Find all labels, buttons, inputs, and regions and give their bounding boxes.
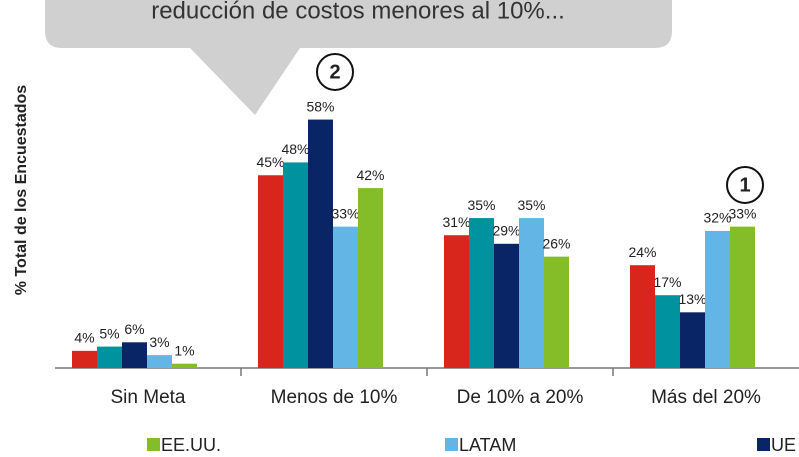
value-label: 32% [703,210,731,226]
value-label: 5% [99,325,119,341]
bar [469,218,494,368]
value-label: 1% [174,342,194,358]
bar [97,346,122,368]
bar [680,312,705,368]
callout-number: 1 [739,174,750,196]
x-tick-label: De 10% a 20% [457,387,584,408]
value-label: 35% [467,197,495,213]
value-label: 29% [492,222,520,238]
speech-bubble [45,0,672,115]
legend-swatch [445,438,458,451]
value-label: 45% [256,154,284,170]
bar [72,350,97,368]
bar [544,256,569,368]
value-label: 3% [149,334,169,350]
value-label: 24% [628,244,656,260]
callout-number: 2 [329,61,340,83]
value-label: 6% [124,321,144,337]
bubble-text: reducción de costos menores al 10%... [151,0,565,24]
bar [730,226,755,368]
bar [122,342,147,368]
value-label: 42% [356,167,384,183]
bar [333,226,358,368]
legend-label: LATAM [459,435,516,455]
bar [494,243,519,368]
bar [147,355,172,368]
value-label: 33% [331,205,359,221]
legend-swatch [147,438,160,451]
legend-label: UE [771,435,796,455]
value-label: 31% [442,214,470,230]
x-tick-label: Sin Meta [111,387,186,408]
bar [258,175,283,368]
y-axis-label: % Total de los Encuestados [13,85,30,296]
callout-circle [316,53,354,91]
x-tick-label: Menos de 10% [271,387,398,408]
value-label: 4% [74,330,94,346]
bar [172,363,197,368]
value-label: 48% [281,141,309,157]
value-label: 58% [306,98,334,114]
bar [705,230,730,368]
bar [655,295,680,368]
value-label: 26% [542,235,570,251]
legend-swatch [757,438,770,451]
callout-circle [726,166,764,204]
value-label: 33% [728,205,756,221]
value-label: 17% [653,274,681,290]
x-tick-label: Más del 20% [651,387,761,408]
value-label: 35% [517,197,545,213]
value-label: 13% [678,291,706,307]
bar [283,162,308,368]
bar [519,218,544,368]
bar [444,235,469,368]
bar [630,265,655,368]
legend-label: EE.UU. [161,435,221,455]
bar [308,119,333,368]
bar [358,188,383,368]
